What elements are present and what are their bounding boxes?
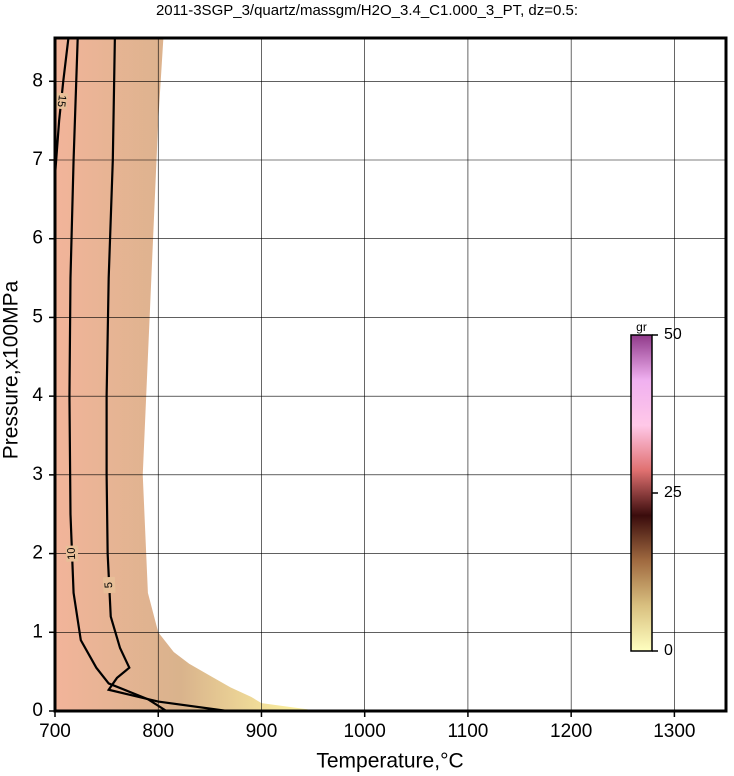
filled-region bbox=[55, 38, 308, 711]
y-tick-label: 5 bbox=[32, 306, 43, 327]
y-tick-label: 2 bbox=[32, 543, 43, 564]
y-tick-label: 7 bbox=[32, 149, 43, 170]
y-tick-label: 3 bbox=[32, 464, 43, 485]
x-tick-label: 1200 bbox=[550, 721, 592, 742]
x-axis-label: Temperature,°C bbox=[316, 750, 463, 773]
x-tick-label: 800 bbox=[142, 721, 174, 742]
x-tick-label: 1300 bbox=[653, 721, 695, 742]
y-tick-label: 0 bbox=[32, 700, 43, 721]
y-tick-label: 8 bbox=[32, 70, 43, 91]
x-tick-label: 1000 bbox=[344, 721, 386, 742]
x-tick-label: 700 bbox=[39, 721, 71, 742]
colorbar-tick-label: 50 bbox=[664, 326, 682, 343]
contour-label: 10 bbox=[66, 547, 78, 560]
contour-label: 15 bbox=[55, 94, 68, 107]
contour-label-bg bbox=[65, 545, 79, 562]
colorbar-tick-label: 25 bbox=[664, 484, 682, 501]
colorbar-label: gr bbox=[636, 320, 647, 334]
chart-title: 2011-3SGP_3/quartz/massgm/H2O_3.4_C1.000… bbox=[156, 2, 578, 19]
y-tick-label: 4 bbox=[32, 385, 43, 406]
plot-frame bbox=[53, 36, 728, 713]
y-tick-label: 1 bbox=[32, 621, 43, 642]
y-tick-label: 6 bbox=[32, 228, 43, 249]
contour-line bbox=[68, 38, 168, 711]
contour-label-bg bbox=[54, 92, 68, 110]
x-tick-label: 900 bbox=[246, 721, 278, 742]
contour-label: 5 bbox=[103, 582, 115, 589]
contour-line bbox=[105, 38, 228, 711]
colorbar-tick-label: 0 bbox=[664, 642, 673, 659]
x-tick-label: 1100 bbox=[447, 721, 488, 742]
contour-label-bg bbox=[102, 576, 116, 594]
colorbar bbox=[630, 334, 653, 652]
y-axis-label: Pressure,x100MPa bbox=[0, 280, 23, 459]
